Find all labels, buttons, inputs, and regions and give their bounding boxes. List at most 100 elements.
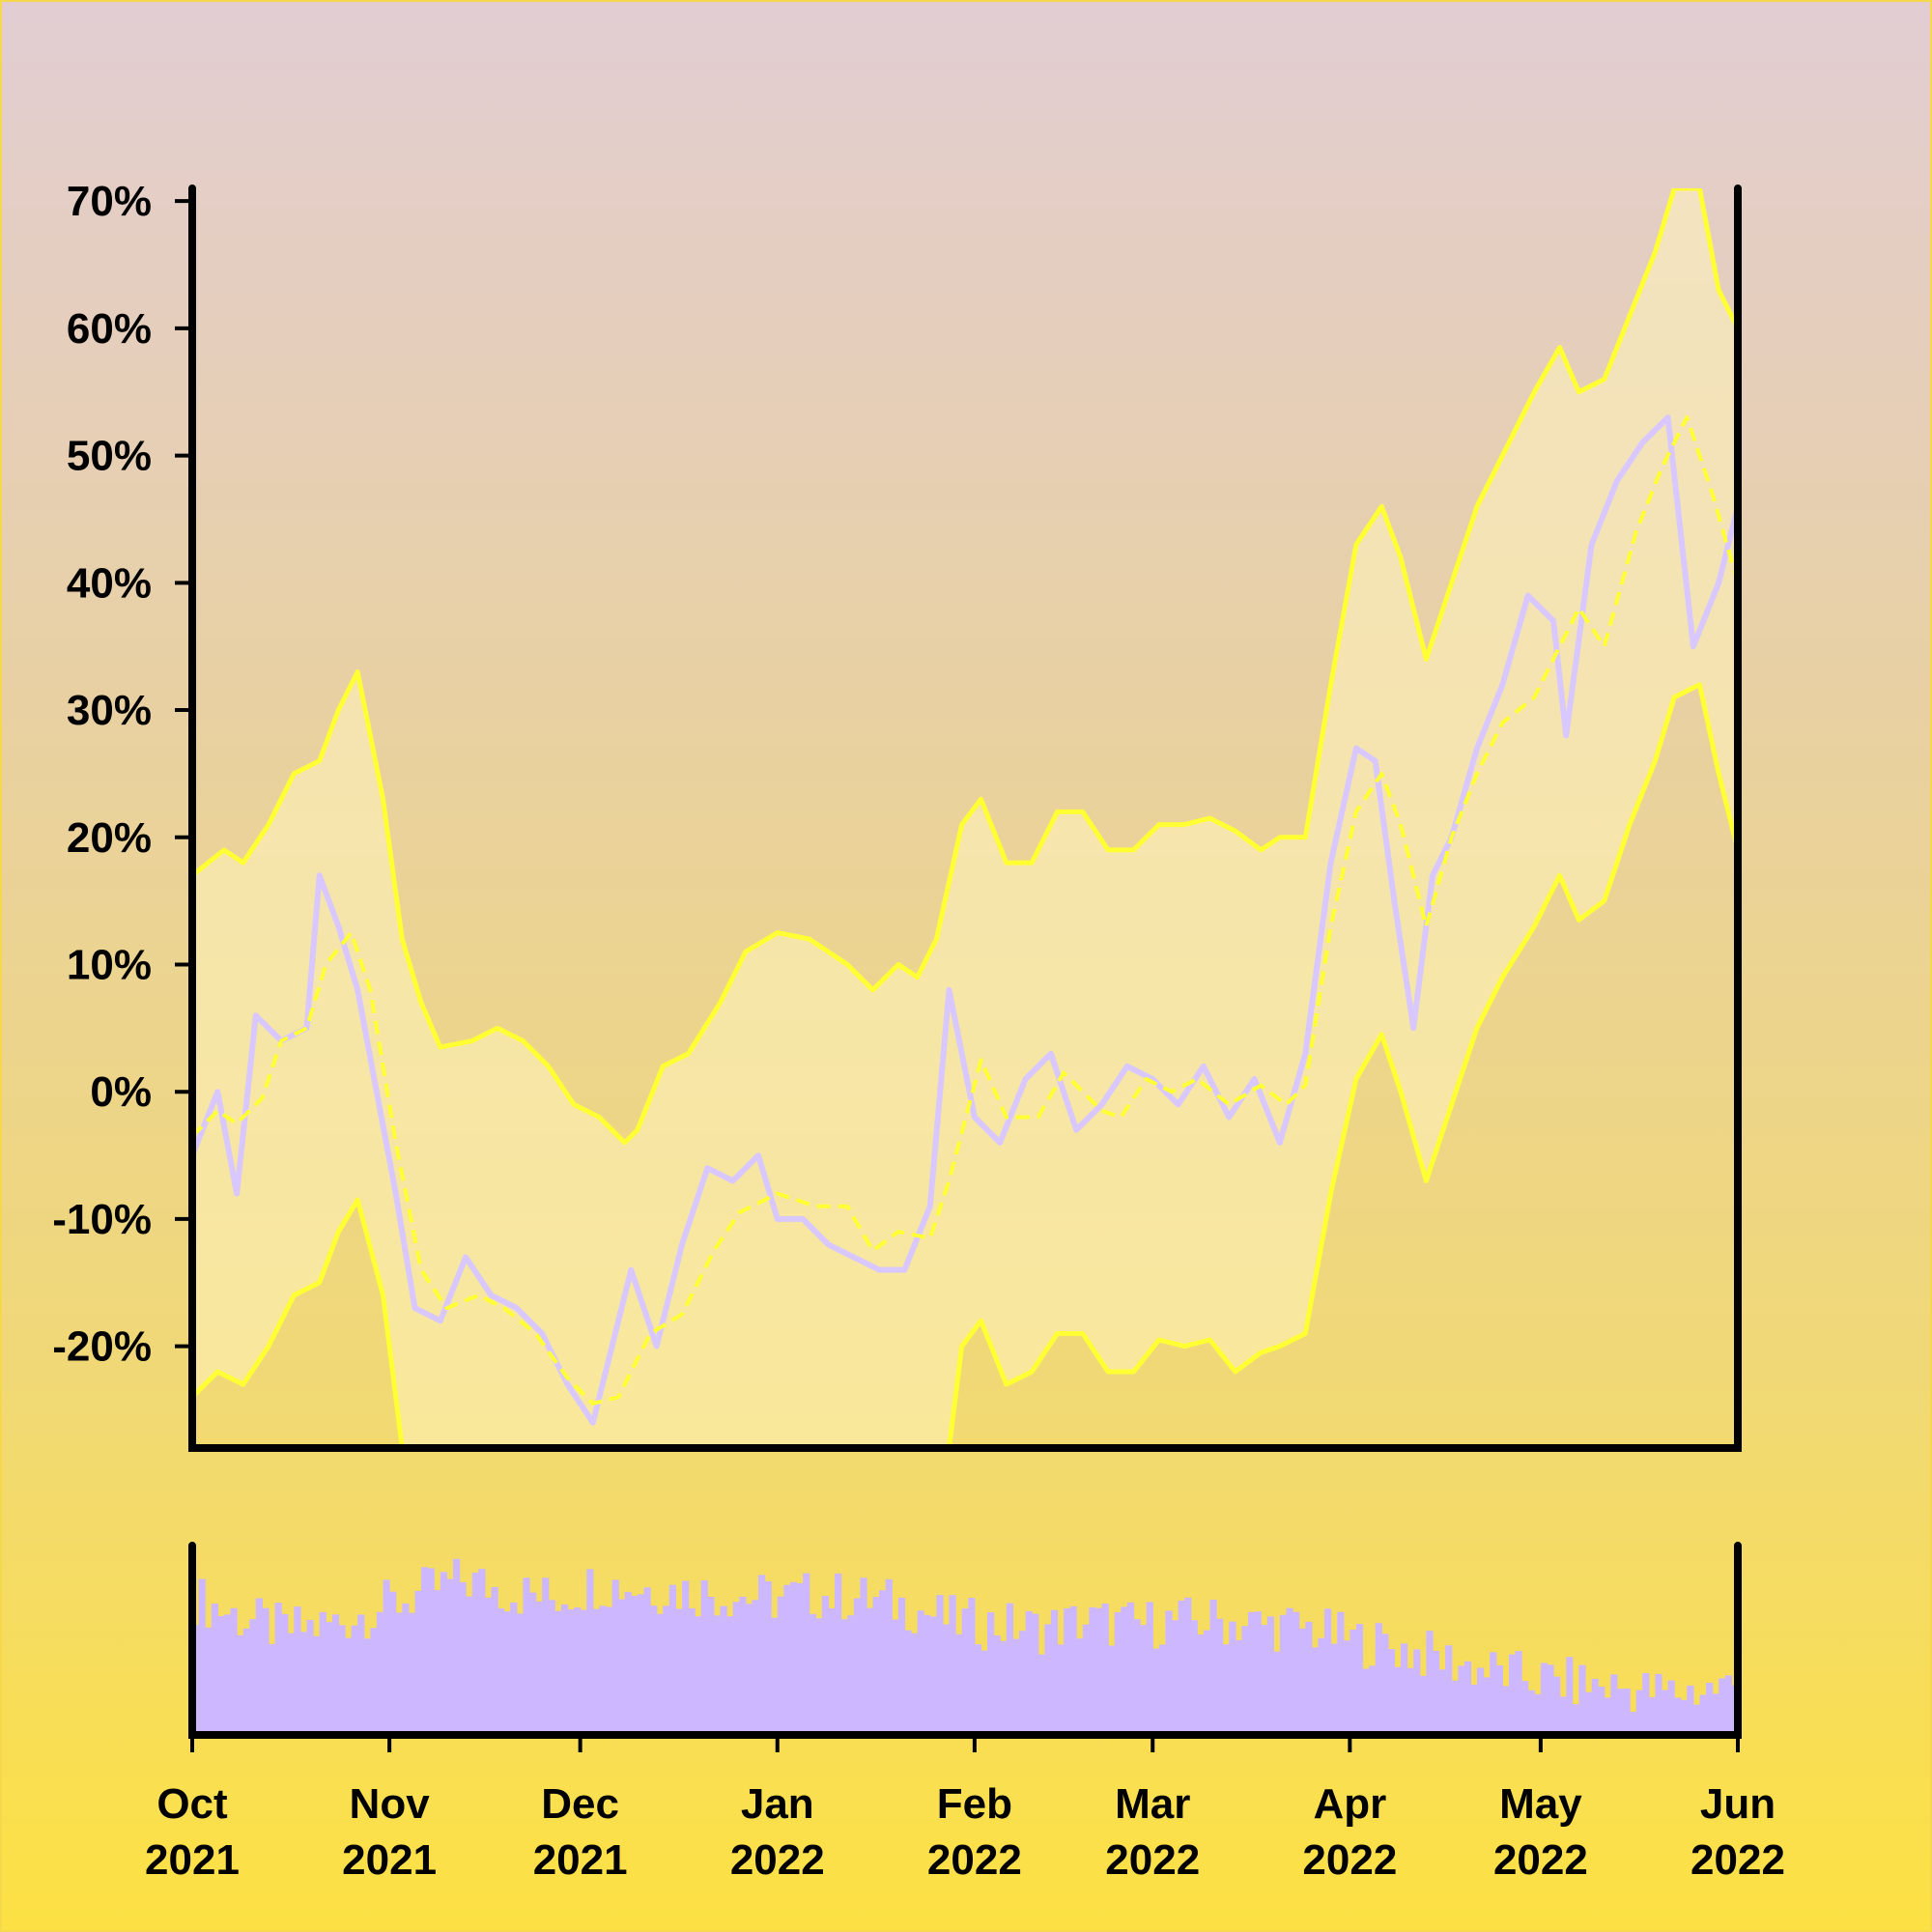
x-tick-month-label: May (1499, 1780, 1582, 1828)
upper-band-line (192, 188, 1738, 1146)
volume-bar (529, 1592, 537, 1735)
volume-bar (1502, 1686, 1510, 1735)
volume-bar (1521, 1681, 1529, 1735)
volume-bar (1648, 1696, 1656, 1735)
x-tick-year-label: 2022 (1690, 1836, 1785, 1884)
volume-bar (1241, 1626, 1249, 1735)
volume-bar (803, 1573, 810, 1735)
volume-bar (274, 1603, 282, 1735)
volume-bar (1050, 1609, 1059, 1735)
volume-bar (1318, 1637, 1325, 1735)
volume-bar (1483, 1677, 1491, 1735)
volume-bar (1375, 1623, 1382, 1735)
lower-band-line (192, 682, 1738, 1448)
volume-bar (828, 1608, 836, 1735)
volume-bar (758, 1575, 766, 1735)
volume-bar (281, 1613, 289, 1735)
volume-bar (357, 1614, 365, 1735)
volume-bar (1158, 1644, 1166, 1735)
volume-bar (269, 1643, 276, 1735)
volume-bar (389, 1591, 397, 1735)
volume-bar (1133, 1619, 1141, 1735)
volume-bar (1572, 1704, 1579, 1735)
volume-bar (663, 1605, 670, 1735)
volume-bar (650, 1605, 658, 1735)
volume-bar (1623, 1689, 1631, 1735)
y-tick-label: -10% (52, 1196, 152, 1243)
volume-bar (892, 1619, 899, 1735)
volume-bar (1229, 1621, 1236, 1735)
volume-bar (326, 1622, 333, 1735)
y-tick-label: 20% (67, 814, 152, 862)
volume-plot-frame (188, 1542, 1742, 1739)
volume-bar (1630, 1712, 1637, 1735)
volume-bar (1037, 1654, 1045, 1735)
y-tick-label: 0% (90, 1068, 152, 1116)
volume-bar (783, 1584, 791, 1735)
volume-bar (1203, 1630, 1211, 1735)
volume-bar (1140, 1625, 1148, 1735)
volume-bar (872, 1597, 880, 1735)
volume-bar (1509, 1654, 1517, 1735)
y-tick-label: 10% (67, 941, 152, 988)
x-tick-year-label: 2022 (1105, 1836, 1200, 1884)
volume-bar (1655, 1673, 1662, 1735)
volume-bar (574, 1607, 582, 1735)
volume-bar (319, 1611, 327, 1735)
volume-bar (968, 1598, 976, 1735)
volume-bar (554, 1610, 562, 1735)
volume-bar (1591, 1678, 1599, 1735)
volume-bar (1355, 1624, 1364, 1735)
volume-bar (1719, 1678, 1726, 1735)
volume-bar (376, 1611, 384, 1735)
volume-bar (1394, 1666, 1402, 1735)
volume-bar (1724, 1675, 1732, 1735)
volume-bar (237, 1634, 244, 1735)
volume-bar (1209, 1600, 1217, 1735)
volume-bar (897, 1597, 906, 1735)
volume-bar (1692, 1704, 1701, 1735)
x-tick-year-label: 2021 (145, 1836, 240, 1884)
volume-bar (860, 1577, 867, 1735)
volume-bar (1401, 1643, 1408, 1735)
volume-bar (974, 1644, 982, 1735)
y-tick-label: -20% (52, 1323, 152, 1371)
x-tick-month-label: Dec (541, 1780, 619, 1828)
volume-bar (1121, 1606, 1128, 1735)
volume-bar (542, 1577, 550, 1735)
volume-bar (1699, 1694, 1707, 1735)
volume-bar (313, 1635, 321, 1735)
volume-bar (1706, 1683, 1714, 1735)
volume-bar (643, 1587, 651, 1735)
volume-bar (1305, 1621, 1313, 1735)
volume-bar (739, 1596, 747, 1735)
volume-bar (624, 1592, 632, 1735)
volume-bar (510, 1603, 518, 1735)
volume-bar (777, 1596, 784, 1735)
volume-bar (1495, 1664, 1503, 1735)
x-tick-month-label: Feb (937, 1780, 1012, 1828)
volume-bar (1470, 1684, 1478, 1735)
volume-bar (523, 1577, 530, 1735)
volume-bar (1184, 1597, 1192, 1735)
volume-bar (306, 1619, 314, 1735)
volume-bar (1108, 1645, 1116, 1735)
volume-bar (395, 1612, 403, 1735)
volume-bar (383, 1579, 390, 1735)
volume-bar (299, 1632, 308, 1735)
band-fill-area-polygon (192, 188, 1738, 1448)
volume-bar (1261, 1625, 1268, 1735)
volume-bar (1451, 1680, 1459, 1735)
volume-bar (688, 1607, 696, 1735)
volume-bar (1540, 1662, 1548, 1735)
series-layer (192, 188, 1738, 1448)
x-tick-month-label: Jun (1700, 1780, 1776, 1828)
volume-bar (1534, 1693, 1542, 1735)
volume-bar (1610, 1674, 1618, 1735)
volume-bar (1350, 1630, 1357, 1735)
y-tick-label: 30% (67, 687, 152, 734)
volume-bar (516, 1613, 524, 1735)
volume-bar (713, 1615, 722, 1735)
volume-bar (726, 1616, 734, 1735)
volume-bar (682, 1580, 690, 1735)
